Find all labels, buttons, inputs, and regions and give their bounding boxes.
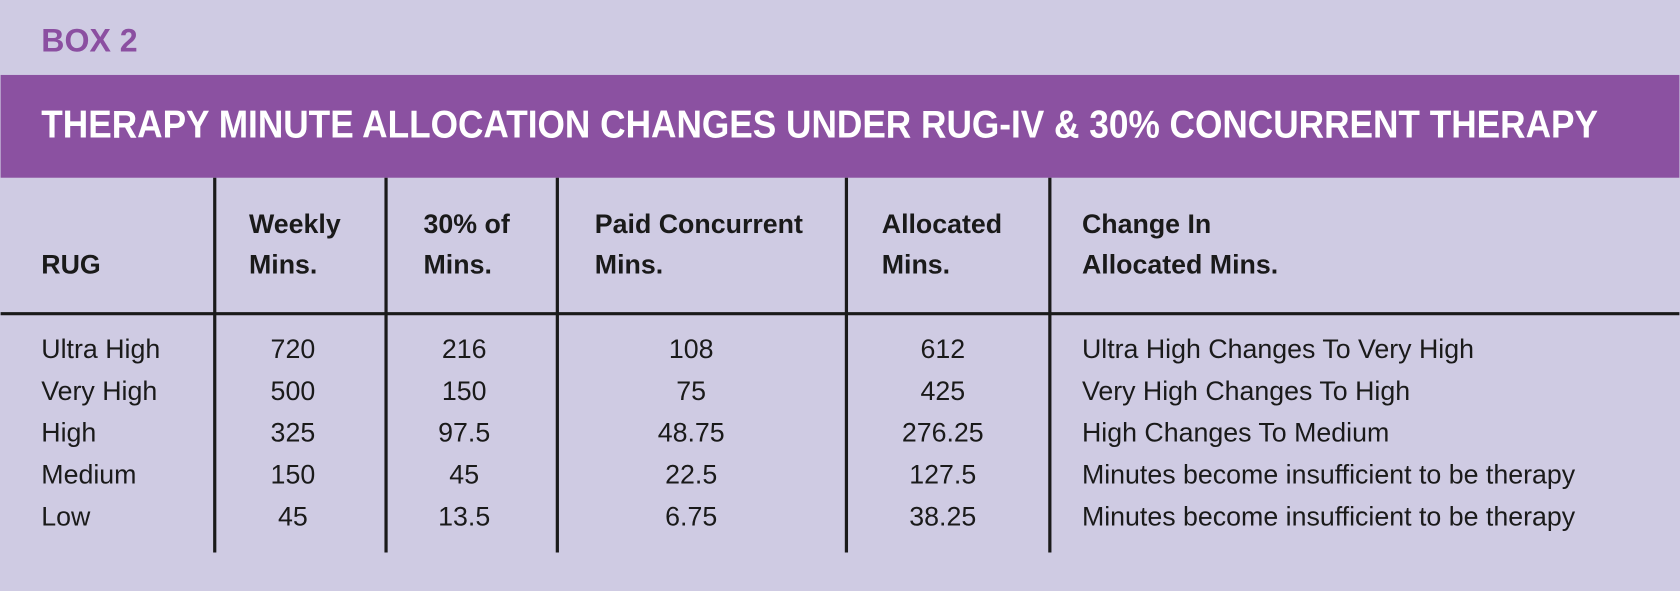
column-header: RUG [41, 250, 100, 280]
table-cell: 108 [669, 334, 714, 364]
table-cell: 216 [442, 334, 487, 364]
column-header: Allocated [882, 209, 1002, 239]
table-cell: Very High [41, 376, 157, 406]
column-header: Weekly [249, 209, 341, 239]
table-cell: Ultra High Changes To Very High [1082, 334, 1474, 364]
column-header: Paid Concurrent [595, 209, 803, 239]
table-cell: 13.5 [438, 501, 490, 531]
table-cell: 6.75 [665, 501, 717, 531]
table-cell: Very High Changes To High [1082, 376, 1410, 406]
table-cell: Medium [41, 460, 136, 490]
table-cell: 150 [271, 460, 316, 490]
table-cell: 97.5 [438, 418, 490, 448]
column-header: Mins. [882, 250, 950, 280]
table-cell: 48.75 [658, 418, 725, 448]
column-header: Mins. [595, 250, 663, 280]
table-cell: High Changes To Medium [1082, 418, 1389, 448]
table-cell: 425 [920, 376, 965, 406]
column-header: Allocated Mins. [1082, 250, 1278, 280]
table-cell: Ultra High [41, 334, 160, 364]
table-cell: 500 [271, 376, 316, 406]
table-cell: Minutes become insufficient to be therap… [1082, 460, 1576, 490]
table-cell: 720 [271, 334, 316, 364]
table-cell: 325 [271, 418, 316, 448]
table-cell: 45 [449, 460, 479, 490]
table-cell: 38.25 [909, 501, 976, 531]
table-cell: 127.5 [909, 460, 976, 490]
column-header: Change In [1082, 209, 1211, 239]
table-cell: 276.25 [902, 418, 984, 448]
table-cell: Minutes become insufficient to be therap… [1082, 501, 1576, 531]
column-header: Mins. [424, 250, 492, 280]
table-cell: High [41, 418, 96, 448]
table-cell: Low [41, 501, 91, 531]
title: THERAPY MINUTE ALLOCATION CHANGES UNDER … [41, 104, 1598, 147]
title-band [0, 74, 1680, 178]
table-cell: 22.5 [665, 460, 717, 490]
table: RUG Weekly Mins. 30% of Mins. Paid Concurrent… [41, 177, 1576, 553]
box-label: BOX 2 [41, 22, 137, 58]
table-cell: 45 [278, 501, 308, 531]
table-cell: 612 [920, 334, 965, 364]
table-cell: 150 [442, 376, 487, 406]
table-cell: 75 [676, 376, 706, 406]
column-header: Mins. [249, 250, 317, 280]
column-header: 30% of [424, 209, 510, 239]
